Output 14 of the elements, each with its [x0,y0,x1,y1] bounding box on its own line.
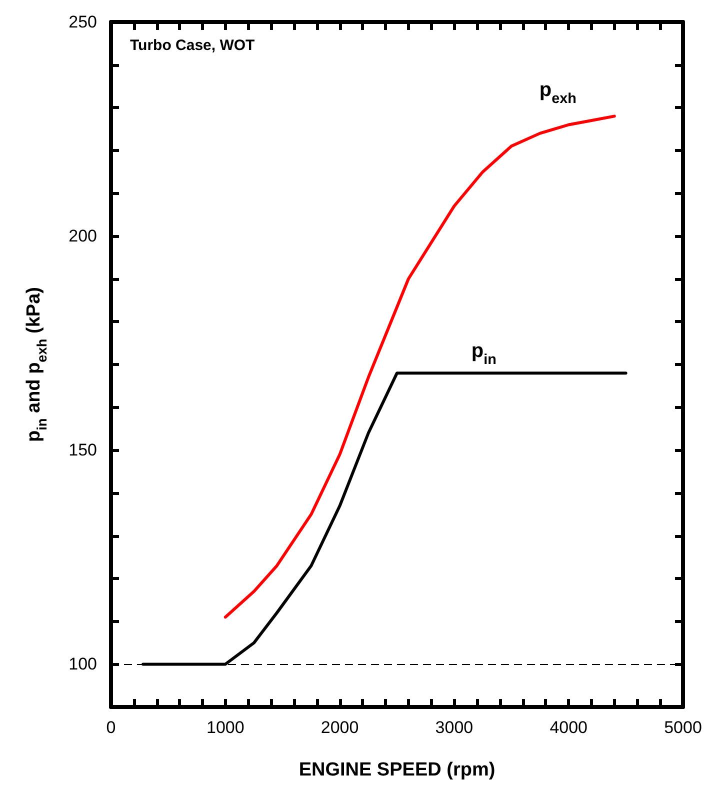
x-axis-title: ENGINE SPEED (rpm) [298,760,496,781]
x-tick-label: 3000 [435,718,474,737]
x-tick-label: 4000 [550,718,588,737]
y-tick-label: 200 [68,226,97,246]
y-tick-label: 250 [68,12,97,32]
y-tick-label: 100 [68,654,97,674]
annotation: Turbo Case, WOT [130,37,255,54]
line-series [224,114,616,619]
y-axis-title: pin and pexh (kPa) [23,286,50,442]
x-tick-label: 2000 [320,718,359,737]
x-tick-label: 5000 [664,718,702,737]
x-tick-label: 1000 [206,718,244,737]
x-tick-label: 0 [106,718,116,737]
y-tick-label: 150 [68,440,97,460]
